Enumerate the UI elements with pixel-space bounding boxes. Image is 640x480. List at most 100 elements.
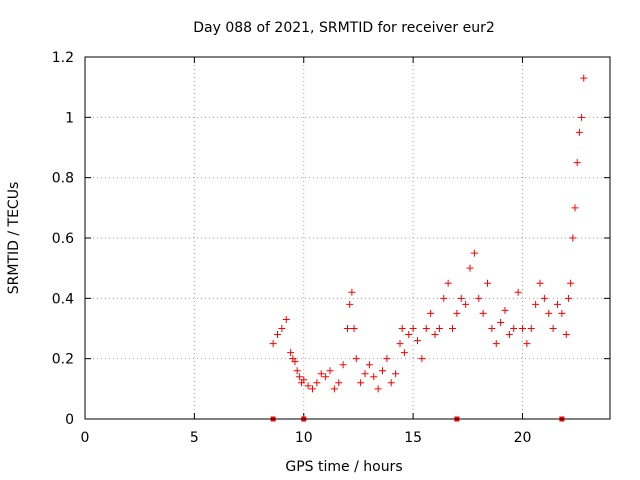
data-point [564,294,572,302]
data-point [532,300,540,308]
data-point [418,355,426,363]
data-point [479,309,487,317]
data-point [392,370,400,378]
data-point [558,309,566,317]
data-point [567,279,575,287]
data-point [361,370,369,378]
x-tick-label: 10 [295,430,313,446]
data-point [348,288,356,296]
data-point [398,325,406,332]
y-tick-label: 0.6 [52,231,74,247]
data-point [357,379,365,387]
data-point [405,331,413,339]
chart-title: Day 088 of 2021, SRMTID for receiver eur… [193,20,495,36]
data-point [330,385,338,393]
data-point [440,294,448,302]
data-point [569,234,577,242]
data-point [344,325,351,332]
data-point [545,309,553,317]
data-point [505,331,513,339]
grid [85,57,610,419]
y-tick-label: 0 [65,412,74,428]
data-point [370,373,378,381]
data-point [291,358,299,366]
data-point [453,309,461,317]
x-tick-label: 5 [190,430,199,446]
data-point [554,300,561,308]
data-point [326,367,334,375]
data-point [313,379,321,387]
data-point [350,325,358,332]
y-tick-label: 0.8 [52,171,74,187]
data-point [536,279,544,287]
data-point [457,294,465,302]
data-point [287,349,295,357]
y-tick-label: 0.4 [52,291,74,307]
data-point [300,376,308,384]
data-point [309,385,316,393]
data-point [414,337,421,345]
data-point [317,370,325,378]
data-point [383,355,391,363]
data-point [365,361,373,369]
data-point [409,325,417,332]
data-point [449,325,456,332]
data-point [501,306,509,314]
data-point [335,379,343,387]
data-point [269,340,277,348]
data-point [466,264,474,272]
data-point [322,373,330,381]
data-point [346,300,354,308]
data-point [462,300,470,308]
data-point [427,309,435,317]
data-point [352,355,360,363]
x-tick-label: 0 [81,430,90,446]
data-point [282,315,290,323]
data-point [293,367,301,375]
data-point [274,331,281,339]
data-point [304,382,312,390]
data-point [431,331,439,339]
data-point [400,349,408,357]
data-point [484,279,491,287]
data-point [510,325,518,332]
data-point [444,279,452,287]
data-point [573,159,581,167]
y-axis-label: SRMTID / TECUs [6,182,22,295]
data-point [562,331,570,339]
y-tick-label: 1 [65,110,74,126]
data-point [295,373,303,381]
data-point [492,340,500,348]
data-point [514,288,522,296]
data-point [497,318,505,326]
plot-frame [84,56,611,420]
y-tick-label: 0.2 [52,352,74,368]
x-tick-label: 15 [404,430,422,446]
data-point [339,361,347,369]
data-point [580,74,588,82]
data-point [470,249,478,257]
data-points [269,74,588,422]
data-point [435,325,443,332]
data-point [488,325,496,332]
axis-ticks: 0 5 10 15 20 0 0.2 0.4 0.6 0.8 1 1.2 [52,50,610,446]
data-point [549,325,557,332]
y-tick-label: 1.2 [52,50,74,66]
data-point [571,204,579,212]
data-point [540,294,548,302]
data-point [475,294,483,302]
data-point [523,340,531,348]
data-point [379,367,386,375]
x-tick-label: 20 [514,430,532,446]
data-point [387,379,395,387]
data-point [519,325,526,332]
data-point [396,340,404,348]
data-point [278,325,286,332]
data-point [575,128,583,136]
data-point [422,325,430,332]
data-point [374,385,382,393]
data-point [578,113,586,121]
data-point [527,325,535,332]
x-axis-label: GPS time / hours [285,459,402,475]
